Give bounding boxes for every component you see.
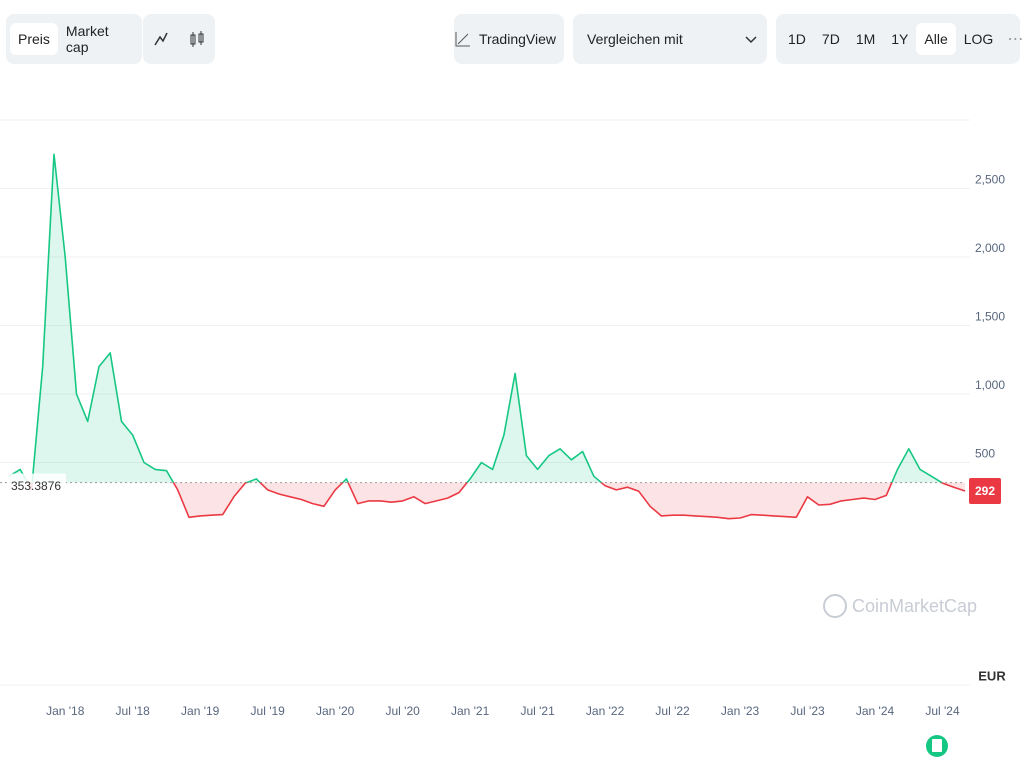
baseline-tag-bg [8, 473, 66, 492]
x-tick-label: Jul '21 [520, 704, 555, 718]
y-tick-label: 2,500 [975, 173, 1005, 187]
price-tag-label: 292 [975, 484, 995, 498]
x-tick-label: Jul '22 [655, 704, 690, 718]
range-button[interactable]: 1M [855, 31, 876, 47]
x-tick-label: Jan '18 [46, 704, 85, 718]
y-tick-label: 2,000 [975, 241, 1005, 255]
x-tick-label: Jul '18 [116, 704, 151, 718]
tradingview-label: TradingView [478, 31, 556, 47]
y-tick-label: 500 [975, 447, 995, 461]
line-icon[interactable] [151, 29, 171, 49]
watermark-logo [823, 594, 847, 618]
range-group: 1D 7D 1M 1Y Alle LOG ⋯ [776, 14, 1023, 64]
x-tick-label: Jan '23 [721, 704, 760, 718]
range-button[interactable]: 7D [821, 31, 840, 47]
range-button[interactable]: 1D [788, 31, 806, 47]
tab-group: Preis Market cap [6, 14, 142, 64]
range-button[interactable]: LOG [963, 31, 994, 47]
price-area [9, 154, 965, 519]
tradingview-button[interactable]: TradingView [454, 14, 564, 64]
x-tick-label: Jul '24 [925, 704, 960, 718]
tab[interactable]: Preis [10, 23, 58, 55]
price-line [8, 153, 966, 520]
range-button[interactable]: 1Y [891, 31, 909, 47]
more-menu[interactable]: ⋯ [1007, 31, 1024, 48]
y-tick-label: 1,500 [975, 310, 1005, 324]
tv-icon [455, 32, 470, 47]
price-tag [969, 477, 1001, 504]
baseline-label: 353.3876 [11, 479, 61, 493]
watermark: CoinMarketCap [852, 596, 977, 616]
x-tick-label: Jul '20 [385, 704, 420, 718]
x-tick-label: Jul '19 [251, 704, 286, 718]
candle-icon[interactable] [187, 29, 207, 49]
x-tick-label: Jan '19 [181, 704, 220, 718]
chart-style-group [143, 14, 215, 64]
chevron [745, 36, 757, 44]
compare-select[interactable]: Vergleichen mit [573, 14, 767, 64]
x-tick-label: Jul '23 [790, 704, 825, 718]
tab[interactable]: Market cap [65, 23, 109, 55]
y-tick-label: 1,000 [975, 378, 1005, 392]
compare-label: Vergleichen mit [587, 31, 683, 47]
range-button[interactable]: Alle [916, 23, 956, 55]
currency-label: EUR [978, 668, 1006, 683]
x-tick-label: Jan '21 [451, 704, 490, 718]
x-tick-label: Jan '20 [316, 704, 355, 718]
x-tick-label: Jan '22 [586, 704, 625, 718]
x-tick-label: Jan '24 [856, 704, 895, 718]
scroll-marker[interactable] [926, 735, 948, 757]
